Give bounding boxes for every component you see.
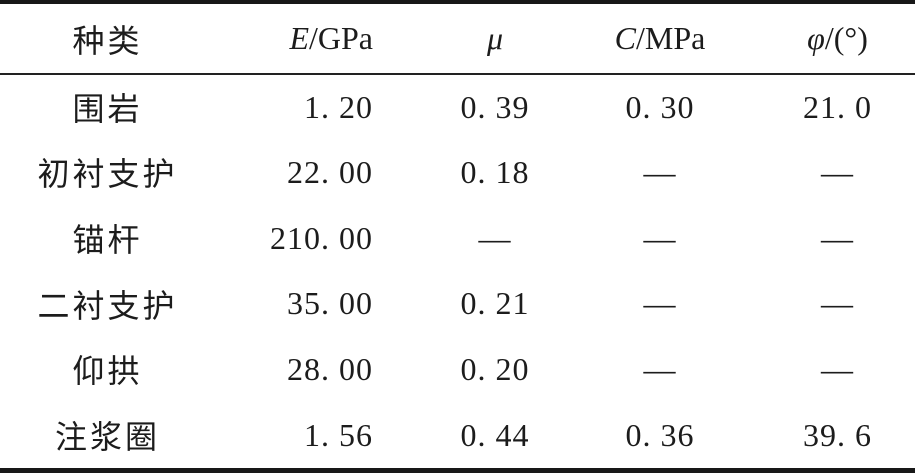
cell-friction-angle: — [821, 350, 854, 387]
cell-poisson-ratio: — [478, 219, 512, 256]
cell-friction-angle: — [821, 153, 854, 190]
table-row-surrounding-rock: 围岩 1. 20 0. 39 0. 30 21. 0 [0, 74, 915, 140]
cell-cohesion: 0. 36 [625, 416, 695, 453]
header-mu-symbol: μ [486, 20, 504, 56]
cell-elastic-modulus: 28. 00 [287, 350, 373, 387]
cell-cohesion: — [643, 219, 677, 256]
table-row-inverted-arch: 仰拱 28. 00 0. 20 — — [0, 337, 915, 403]
header-category-label: 种类 [72, 22, 143, 59]
cell-elastic-modulus: 1. 20 [304, 88, 373, 125]
cell-friction-angle: — [821, 219, 854, 256]
header-E-unit: /GPa [309, 20, 373, 56]
cell-poisson-ratio: 0. 44 [460, 416, 530, 453]
header-C-unit: /MPa [636, 20, 706, 56]
table-row-grouting-ring: 注浆圈 1. 56 0. 44 0. 36 39. 6 [0, 402, 915, 468]
header-E-symbol: E [289, 20, 309, 56]
header-row: 种类 E/GPa μ C/MPa φ/(°) [0, 4, 915, 75]
cell-cohesion: — [643, 285, 677, 322]
cell-category: 锚杆 [72, 222, 143, 259]
header-phi-unit: /(°) [824, 20, 868, 56]
cell-elastic-modulus: 1. 56 [304, 416, 373, 453]
cell-poisson-ratio: 0. 20 [460, 350, 530, 387]
cell-friction-angle: 21. 0 [803, 88, 872, 125]
cell-friction-angle: 39. 6 [803, 416, 872, 453]
column-header-category: 种类 [0, 4, 215, 75]
column-header-poisson-ratio: μ [430, 4, 560, 75]
header-C-symbol: C [614, 20, 636, 56]
cell-poisson-ratio: 0. 39 [460, 88, 530, 125]
column-header-cohesion: C/MPa [560, 4, 760, 75]
cell-cohesion: 0. 30 [625, 88, 695, 125]
cell-poisson-ratio: 0. 21 [460, 285, 530, 322]
table-row-anchor-bolt: 锚杆 210. 00 — — — [0, 205, 915, 271]
cell-category: 二衬支护 [37, 287, 178, 324]
cell-cohesion: — [643, 153, 677, 190]
cell-category: 初衬支护 [37, 156, 178, 193]
material-parameters-table: 种类 E/GPa μ C/MPa φ/(°) 围岩 1. 20 0. 39 0.… [0, 4, 915, 468]
column-header-friction-angle: φ/(°) [760, 4, 915, 75]
cell-friction-angle: — [821, 285, 854, 322]
cell-category: 仰拱 [72, 353, 143, 390]
cell-category: 注浆圈 [54, 419, 160, 456]
column-header-elastic-modulus: E/GPa [215, 4, 430, 75]
cell-category: 围岩 [72, 91, 143, 128]
cell-elastic-modulus: 22. 00 [287, 153, 373, 190]
cell-poisson-ratio: 0. 18 [460, 153, 530, 190]
cell-cohesion: — [643, 350, 677, 387]
table-row-initial-lining: 初衬支护 22. 00 0. 18 — — [0, 140, 915, 206]
table-row-secondary-lining: 二衬支护 35. 00 0. 21 — — [0, 271, 915, 337]
cell-elastic-modulus: 210. 00 [270, 219, 373, 256]
header-phi-symbol: φ [807, 20, 825, 56]
cell-elastic-modulus: 35. 00 [287, 285, 373, 322]
